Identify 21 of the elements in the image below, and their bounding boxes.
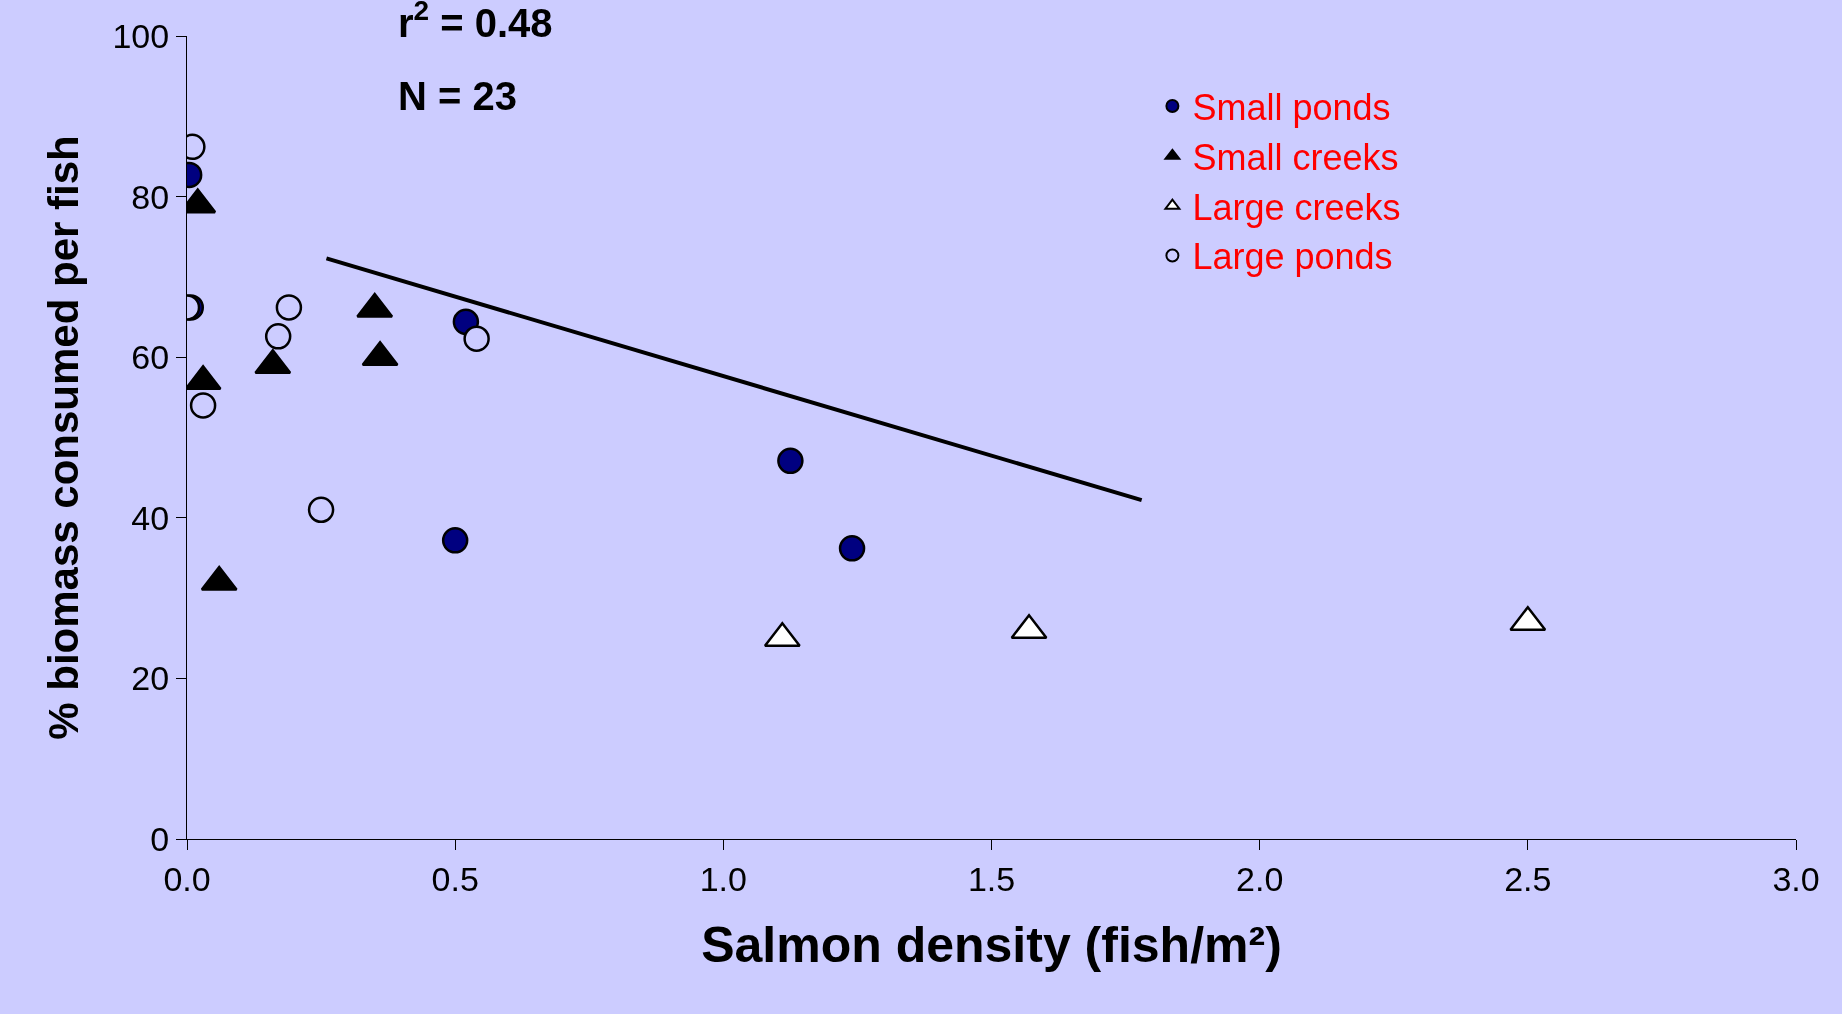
x-tick-label: 0.0 — [163, 859, 211, 898]
x-tick-label: 0.5 — [431, 859, 479, 898]
annotation: N = 23 — [398, 74, 517, 118]
annotation: r$^{2}$ = 0.48 — [398, 0, 553, 45]
y-tick-label: 0 — [150, 819, 170, 858]
y-tick-label: 80 — [131, 177, 170, 216]
x-axis-title: Salmon density (fish/m²) — [701, 917, 1282, 974]
y-axis-title: % biomass consumed per fish — [40, 135, 88, 740]
x-tick-label: 1.5 — [967, 859, 1016, 898]
y-tick-label: 60 — [131, 338, 170, 377]
legend-label: Large ponds — [1192, 236, 1393, 278]
y-tick-label: 20 — [131, 659, 170, 698]
x-tick-label: 1.0 — [699, 859, 747, 898]
legend-label: Small ponds — [1192, 87, 1391, 129]
x-tick-label: 3.0 — [1772, 859, 1820, 898]
y-tick-label: 40 — [131, 498, 170, 537]
x-tick-label: 2.0 — [1236, 859, 1284, 898]
legend-label: Large creeks — [1192, 186, 1401, 228]
y-tick-label: 100 — [112, 16, 170, 55]
x-tick-label: 2.5 — [1504, 859, 1552, 898]
legend-label: Small creeks — [1192, 136, 1399, 178]
